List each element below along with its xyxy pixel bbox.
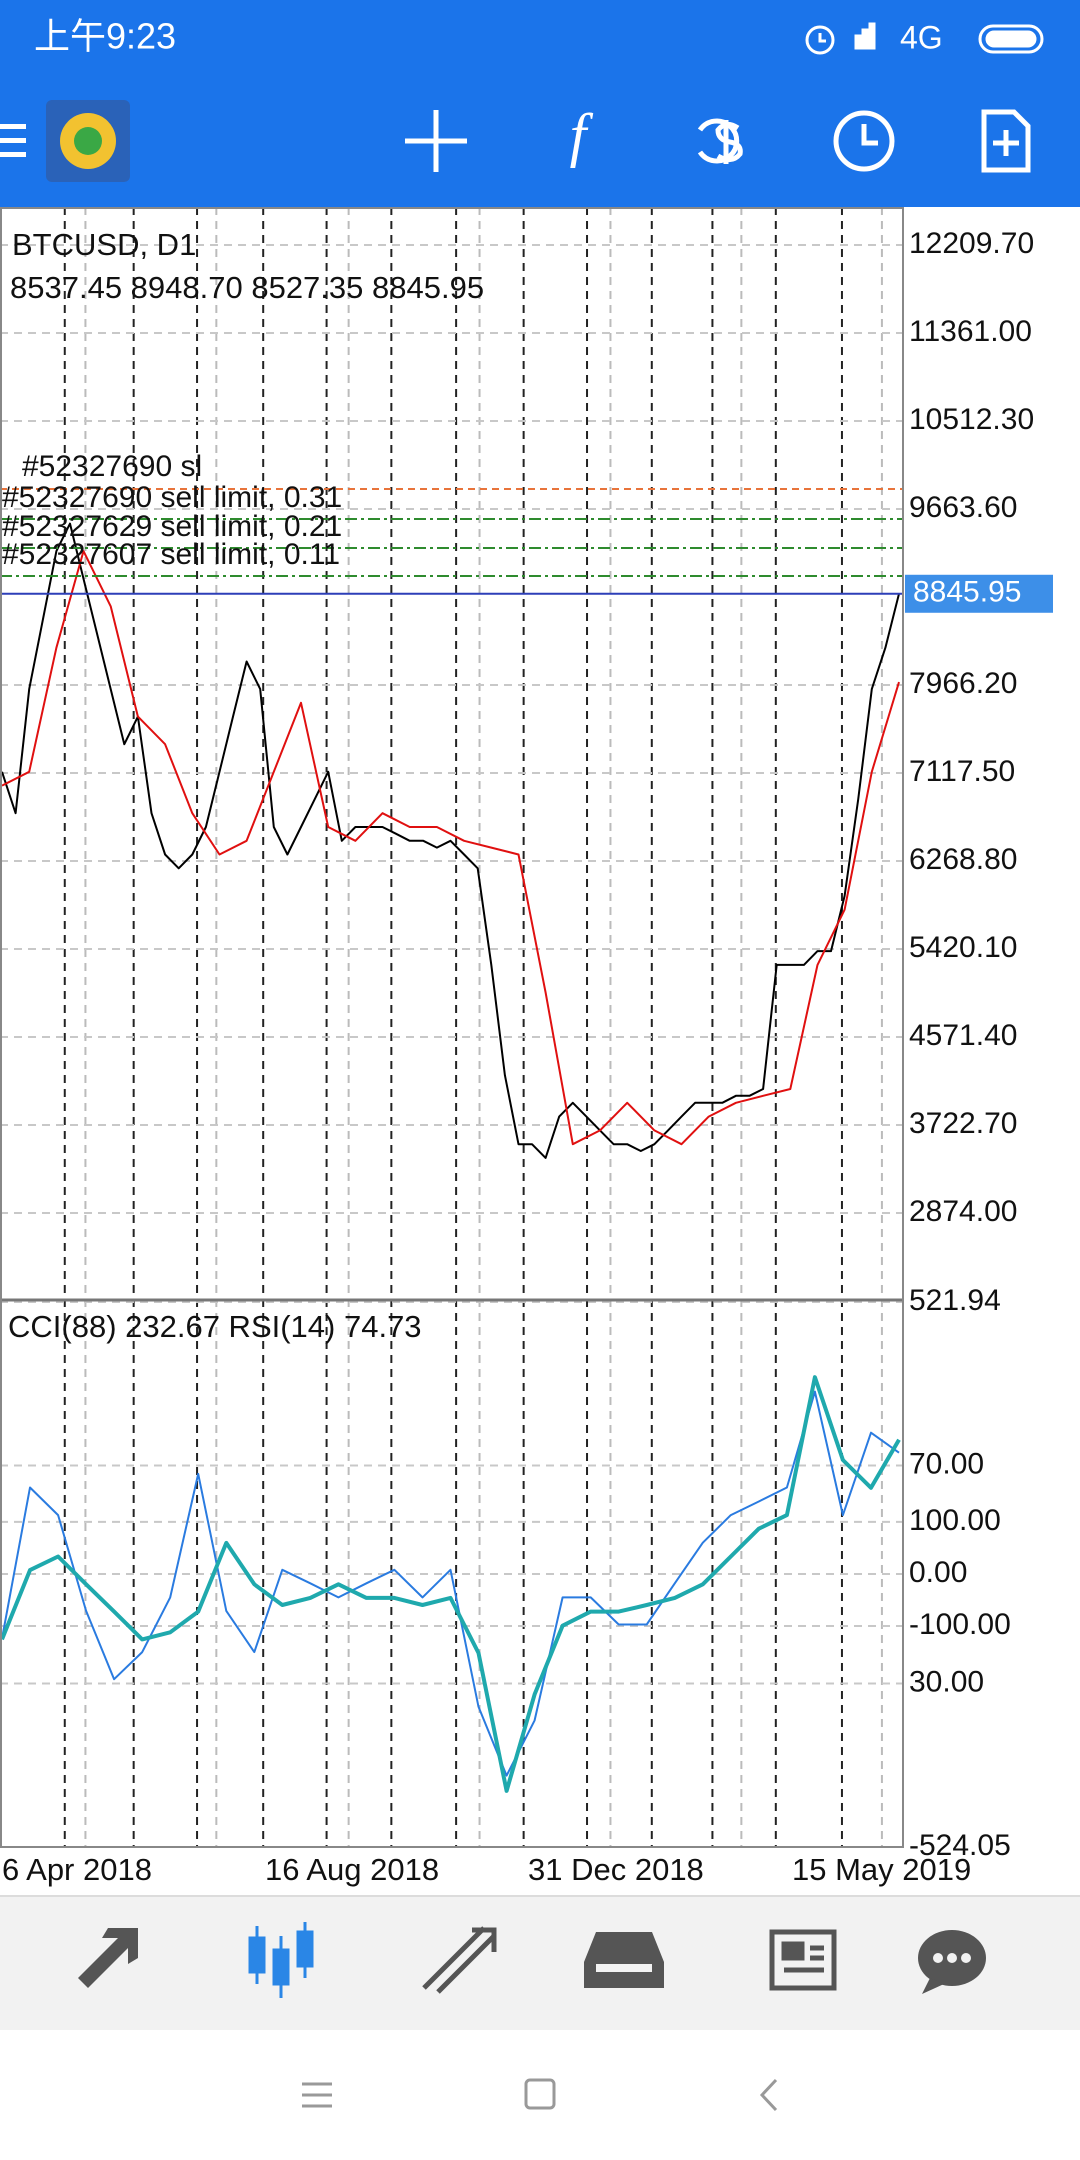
app-logo[interactable] [46,100,130,182]
status-icons [805,22,1044,55]
new-order-button[interactable] [981,109,1031,173]
x-tick-label: 16 Aug 2018 [265,1852,439,1887]
home-key[interactable] [524,2078,556,2110]
order-label: #52327690 sl [22,450,202,483]
symbols-button[interactable] [697,118,743,164]
chart-area: 12209.70 11361.00 10512.30 9663.60 7966.20 71… [0,207,1080,1896]
y-tick-label: 12209.70 [909,227,1034,260]
chart-title: CCI(88) 232.67 RSI(14) 74.73 [8,1309,422,1344]
bottom-nav-bg [0,1896,1080,2030]
x-tick-label: 15 May 2019 [792,1852,971,1887]
y-tick-label: 3722.70 [909,1107,1017,1140]
y-tick-label: -100.00 [909,1608,1011,1641]
y-tick-label: 2874.00 [909,1195,1017,1228]
series-line [1,1390,900,1777]
period-button[interactable] [833,110,895,172]
series-line [1,550,900,1146]
order-label: #52327607 sell limit, 0.11 [2,538,340,571]
y-tick-label: 0.00 [909,1556,967,1589]
back-key[interactable] [759,2078,778,2112]
chart-tab[interactable] [248,1922,314,1998]
y-tick-label: 9663.60 [909,491,1017,524]
current-price-label: 8845.95 [913,576,1021,609]
y-tick-label: 30.00 [909,1665,984,1698]
series-line [0,1375,901,1793]
order-label: #52327690 sell limit, 0.31 [2,481,342,514]
series-line [1,522,900,1159]
status-network: 4G [900,19,943,55]
menu-key[interactable] [302,2082,332,2108]
chart-title: BTCUSD, D1 [12,227,196,262]
y-tick-label: 100.00 [909,1504,1001,1537]
header-bg [0,0,1080,207]
y-tick-label: 10512.30 [909,403,1034,436]
y-tick-label: 7117.50 [909,755,1015,788]
chat-tab[interactable] [918,1930,986,1994]
menu-button[interactable] [0,124,26,157]
news-tab[interactable] [769,1929,837,1991]
y-tick-label: 4571.40 [909,1019,1017,1052]
system-nav [302,2078,778,2112]
y-tick-label: 7966.20 [909,667,1017,700]
y-tick-label: 6268.80 [909,843,1017,876]
order-label: #52327629 sell limit, 0.21 [2,510,342,543]
y-tick-label: 11361.00 [909,315,1032,348]
status-time: 上午9:23 [34,16,176,57]
y-tick-label: 70.00 [909,1447,984,1480]
y-tick-label: 5420.10 [909,931,1017,964]
chart-subtitle: 8537.45 8948.70 8527.35 8845.95 [10,270,484,305]
current-price-box [905,574,1053,613]
y-tick-label: 521.94 [909,1284,1001,1317]
trade-tab[interactable] [422,1926,497,1994]
plot-frame [0,207,904,1848]
history-tab[interactable] [584,1932,664,1988]
x-tick-label: 6 Apr 2018 [2,1852,152,1887]
quotes-tab[interactable] [78,1928,138,1988]
crosshair-button[interactable] [405,110,467,172]
y-tick-label: -524.05 [909,1829,1011,1862]
x-tick-label: 31 Dec 2018 [528,1852,704,1887]
